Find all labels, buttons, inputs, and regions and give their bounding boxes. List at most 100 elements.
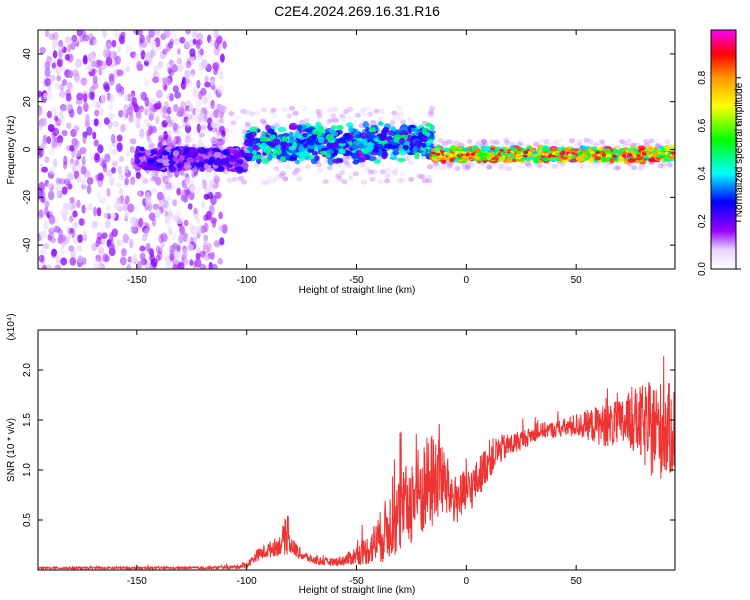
spectrogram-cell xyxy=(118,174,124,181)
spectrogram-cell xyxy=(61,186,68,195)
spectrogram-cell xyxy=(136,114,143,120)
spectrogram-cell xyxy=(269,134,277,140)
spectrogram-cell xyxy=(76,199,81,208)
spectrogram-cell xyxy=(391,117,398,123)
spectrogram-cell xyxy=(577,139,583,145)
spectrogram-cell xyxy=(181,118,188,124)
spectrogram-cell xyxy=(41,166,48,173)
spectrogram-cell xyxy=(180,108,187,114)
spectrogram-cell xyxy=(183,258,189,266)
spectrogram-cell xyxy=(99,196,106,205)
spectrogram-cell xyxy=(259,118,266,124)
spectrogram-cell xyxy=(76,164,82,172)
spectrogram-cell xyxy=(139,146,145,152)
spectrogram-cell xyxy=(98,256,103,267)
spectrogram-cell xyxy=(176,48,181,55)
spectrogram-cell xyxy=(192,86,199,95)
spectrogram-cell xyxy=(76,92,84,101)
spectrogram-cell xyxy=(259,135,268,143)
spectrogram-cell xyxy=(584,150,589,154)
spectrogram-cell xyxy=(176,110,183,118)
spectrogram-cell xyxy=(135,117,142,123)
spectrogram-cell xyxy=(385,169,392,175)
spectrogram-cell xyxy=(637,165,644,171)
spectrogram-cell xyxy=(343,154,349,160)
spectrogram-cell xyxy=(541,157,551,162)
spectrogram-cell xyxy=(129,238,134,249)
spectrogram-cell xyxy=(206,242,212,253)
spectrogram-cell xyxy=(148,112,155,118)
spectrogram-cell xyxy=(157,60,164,69)
spectrogram-cell xyxy=(60,104,67,112)
spectrogram-cell xyxy=(283,164,290,170)
spectrogram-cell xyxy=(480,139,487,144)
spectrogram-cell xyxy=(155,115,160,125)
spectrogram-cell xyxy=(139,128,145,138)
spectrogram-cell xyxy=(523,150,529,154)
spectrogram-cell xyxy=(212,138,219,144)
spectrogram-cell xyxy=(272,138,281,146)
spectrogram-cell xyxy=(182,232,189,242)
spectrogram-cell xyxy=(417,131,424,137)
spectrogram-cell xyxy=(145,149,152,156)
spectrogram-cell xyxy=(252,163,259,169)
spectrogram-cell xyxy=(148,30,155,38)
spectrogram-cell xyxy=(72,69,79,77)
spectrogram-cell xyxy=(99,107,104,116)
spectrogram-cell xyxy=(124,195,130,205)
spectrogram-cell xyxy=(310,158,318,165)
spectrogram-cell xyxy=(60,257,68,266)
spectrogram-cell xyxy=(159,50,167,60)
spectrogram-cell xyxy=(431,164,437,170)
spectrogram-cell xyxy=(108,243,116,252)
spectrogram-cell xyxy=(52,60,58,71)
spectrogram-cell xyxy=(286,113,293,119)
spectrogram-cell xyxy=(151,170,159,180)
spectrogram-cell xyxy=(234,115,241,121)
spectrogram-cell xyxy=(362,121,370,129)
spectrogram-cell xyxy=(41,140,46,150)
spectrogram-cell xyxy=(378,108,385,114)
spectrogram-cell xyxy=(219,109,224,119)
spectrogram-cell xyxy=(99,173,105,181)
spectrogram-cell xyxy=(267,154,273,162)
spectrogram-cell xyxy=(243,140,252,146)
spectrogram-cell xyxy=(636,154,641,158)
spectrogram-cell xyxy=(347,175,354,181)
spectrogram-cell xyxy=(441,140,448,146)
spectrogram-cell xyxy=(58,39,64,48)
spectrogram-cell xyxy=(89,38,94,46)
spectrogram-cell xyxy=(72,221,79,229)
spectrogram-cell xyxy=(218,144,225,150)
spectrogram-cell xyxy=(100,94,107,104)
spectrogram-cell xyxy=(69,215,74,223)
spectrogram-cell xyxy=(211,227,217,236)
spectrogram-cell xyxy=(58,110,64,119)
spectrogram-cell xyxy=(328,117,335,123)
y-tick-label: 0 xyxy=(22,146,33,152)
spectrogram-cell xyxy=(189,185,197,193)
spectrogram-cell xyxy=(177,124,183,130)
spectrogram-cell xyxy=(489,139,496,145)
spectrogram-cell xyxy=(241,109,248,115)
colorbar-gradient xyxy=(710,29,737,270)
spectrogram-cell xyxy=(87,32,94,40)
x-tick-label: -100 xyxy=(237,576,257,587)
spectrogram-cell xyxy=(612,154,617,158)
spectrogram-cell xyxy=(144,195,152,206)
spectrogram-cell xyxy=(245,132,253,140)
spectrogram-cell xyxy=(69,144,75,152)
spectrogram-cell xyxy=(49,208,54,216)
spectrogram-cell xyxy=(165,173,172,179)
spectrogram-cell xyxy=(179,225,185,236)
spectrogram-cell xyxy=(204,128,211,134)
spectrogram-cell xyxy=(160,151,170,156)
spectrogram-cell xyxy=(503,137,510,143)
spectrogram-cell xyxy=(56,187,61,197)
spectrogram-cell xyxy=(82,56,88,65)
spectrogram-cell xyxy=(294,167,301,173)
spectrogram-cell xyxy=(154,209,161,219)
spectrogram-cell xyxy=(599,140,606,146)
spectrogram-cell xyxy=(83,170,91,179)
